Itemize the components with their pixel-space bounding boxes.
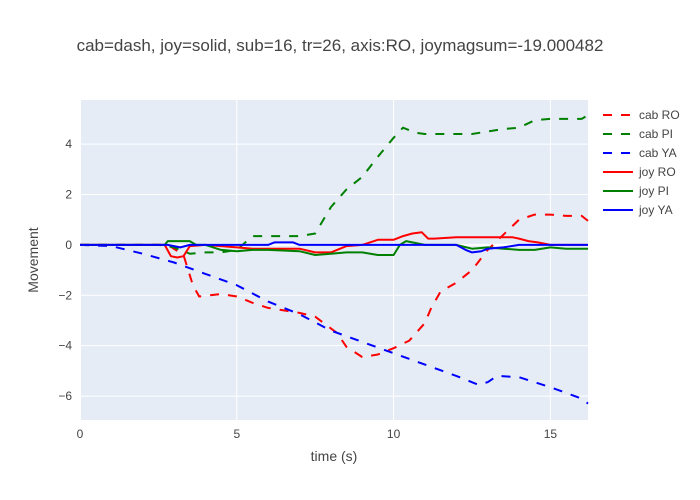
gridlines bbox=[80, 100, 588, 420]
legend-item-joy-ya[interactable]: joy YA bbox=[603, 203, 673, 217]
x-tick-label: 0 bbox=[77, 427, 84, 441]
legend-label: joy PI bbox=[638, 184, 669, 198]
y-tick-label: 0 bbox=[65, 238, 72, 252]
chart-title: cab=dash, joy=solid, sub=16, tr=26, axis… bbox=[77, 36, 604, 55]
legend-item-joy-pi[interactable]: joy PI bbox=[603, 184, 669, 198]
y-axis-title: Movement bbox=[25, 227, 41, 292]
legend-label: joy RO bbox=[638, 165, 676, 179]
legend-item-cab-pi[interactable]: cab PI bbox=[603, 127, 673, 141]
legend-label: cab PI bbox=[639, 127, 673, 141]
y-tick-label: 4 bbox=[65, 137, 72, 151]
series-group bbox=[79, 114, 589, 405]
y-tick-label: −2 bbox=[58, 288, 72, 302]
x-tick-label: 5 bbox=[233, 427, 240, 441]
x-tick-labels: 0 5 10 15 bbox=[77, 427, 558, 441]
legend-item-cab-ro[interactable]: cab RO bbox=[603, 108, 680, 122]
legend-item-cab-ya[interactable]: cab YA bbox=[603, 146, 677, 160]
legend-label: cab RO bbox=[639, 108, 680, 122]
x-tick-label: 10 bbox=[387, 427, 401, 441]
plot-area bbox=[80, 100, 588, 420]
series-line-cab-ro bbox=[80, 213, 589, 358]
legend-label: cab YA bbox=[639, 146, 677, 160]
y-tick-labels: −6 −4 −2 0 2 4 bbox=[58, 137, 72, 403]
legend-item-joy-ro[interactable]: joy RO bbox=[603, 165, 676, 179]
legend-label: joy YA bbox=[638, 203, 673, 217]
series-line-joy-ya bbox=[80, 241, 588, 254]
series-line-cab-pi bbox=[80, 114, 589, 255]
y-tick-label: −4 bbox=[58, 339, 72, 353]
y-tick-label: 2 bbox=[65, 187, 72, 201]
legend[interactable]: cab RO cab PI cab YA joy RO joy PI joy YA bbox=[603, 108, 680, 217]
y-tick-label: −6 bbox=[58, 389, 72, 403]
x-tick-label: 15 bbox=[544, 427, 558, 441]
x-axis-title: time (s) bbox=[311, 448, 358, 464]
